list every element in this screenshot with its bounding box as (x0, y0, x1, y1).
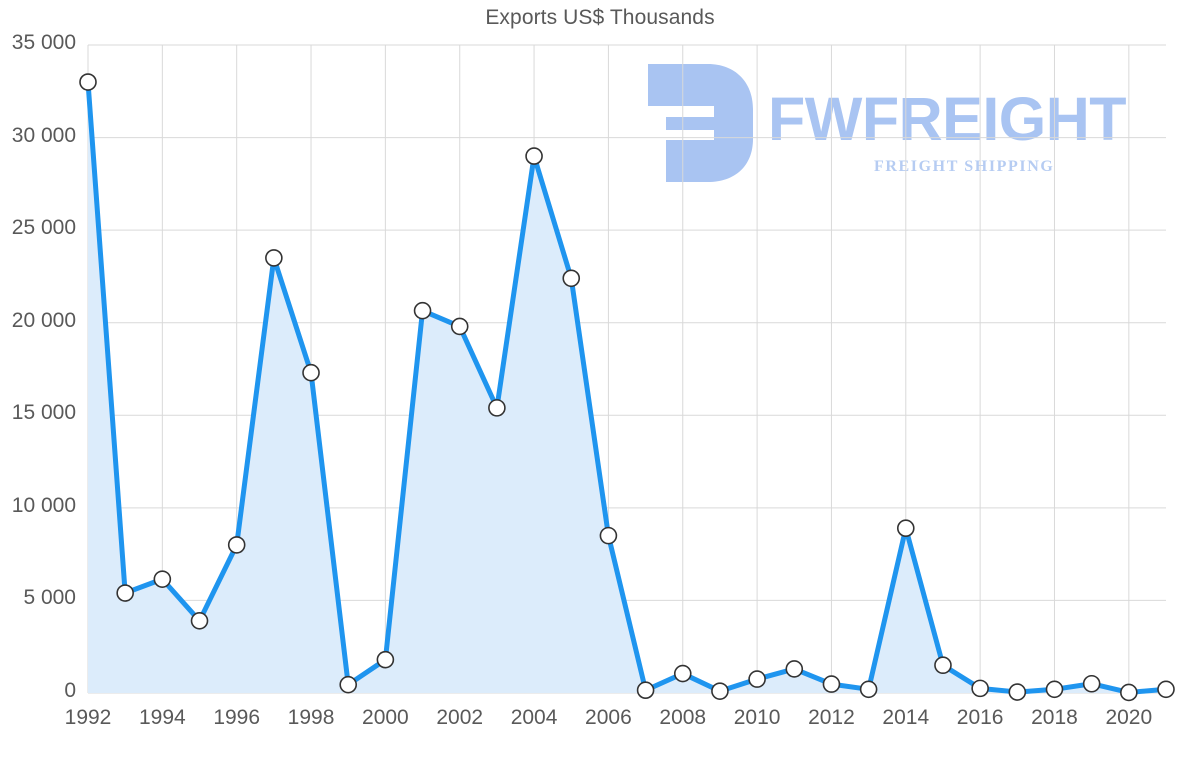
data-point-marker[interactable] (116, 584, 134, 602)
area-fill (88, 82, 1166, 693)
y-axis-tick-label: 10 000 (11, 493, 76, 517)
chart-title: Exports US$ Thousands (485, 6, 715, 29)
data-point-marker[interactable] (1120, 683, 1138, 702)
data-point-marker[interactable] (153, 570, 172, 588)
x-axis-tick-label: 2006 (585, 706, 632, 729)
data-point-marker[interactable] (971, 679, 989, 698)
data-point-marker[interactable] (525, 147, 543, 165)
x-axis-tick-label: 2012 (808, 706, 855, 729)
data-point-marker[interactable] (190, 611, 209, 630)
data-point-marker[interactable] (711, 682, 729, 700)
x-axis-tick-label: 1994 (138, 706, 186, 729)
x-axis-tick-label: 2010 (733, 706, 781, 729)
data-point-marker[interactable] (413, 301, 432, 320)
data-point-marker[interactable] (562, 269, 581, 288)
x-axis-tick-label: 2000 (362, 706, 409, 729)
data-point-marker[interactable] (636, 681, 655, 700)
x-axis-tick-label: 2008 (659, 706, 707, 729)
data-point-marker[interactable] (748, 670, 766, 688)
x-axis-tick-label: 2016 (956, 706, 1004, 729)
data-point-marker[interactable] (339, 675, 358, 694)
data-point-marker[interactable] (1082, 674, 1101, 693)
y-axis-tick-label: 0 (64, 679, 76, 702)
data-point-marker[interactable] (673, 664, 692, 683)
y-axis-tick-label: 5 000 (23, 586, 76, 610)
data-point-markers (79, 73, 1175, 702)
data-point-marker[interactable] (79, 73, 97, 91)
data-point-marker[interactable] (859, 680, 878, 699)
data-point-marker[interactable] (227, 536, 246, 554)
data-point-marker[interactable] (488, 399, 506, 417)
data-point-marker[interactable] (785, 660, 804, 678)
x-axis-tick-label: 1996 (213, 706, 261, 729)
data-point-marker[interactable] (934, 656, 952, 675)
data-point-marker[interactable] (822, 675, 841, 693)
x-axis-tick-label: 2018 (1031, 706, 1078, 729)
data-point-marker[interactable] (450, 317, 469, 336)
data-point-marker[interactable] (265, 249, 283, 267)
y-axis-tick-label: 15 000 (11, 401, 76, 425)
data-point-marker[interactable] (1157, 680, 1175, 699)
data-point-marker[interactable] (896, 519, 915, 538)
data-point-marker[interactable] (302, 363, 320, 382)
data-point-marker[interactable] (1045, 680, 1064, 699)
y-axis-tick-label: 20 000 (11, 308, 76, 332)
x-axis-tick-label: 2020 (1105, 706, 1153, 729)
y-axis-tick-label: 30 000 (11, 123, 76, 147)
x-axis-tick-label: 2004 (510, 706, 558, 729)
data-point-marker[interactable] (376, 650, 395, 669)
x-axis-tick-label: 2014 (882, 706, 930, 729)
data-point-marker[interactable] (1008, 683, 1027, 701)
x-axis-tick-label: 1992 (64, 706, 112, 729)
x-axis-tick-label: 1998 (287, 706, 335, 729)
x-axis-tick-label: 2002 (436, 706, 484, 729)
y-axis-tick-label: 35 000 (11, 31, 76, 54)
data-point-marker[interactable] (599, 526, 618, 545)
y-axis-tick-label: 25 000 (11, 216, 76, 240)
